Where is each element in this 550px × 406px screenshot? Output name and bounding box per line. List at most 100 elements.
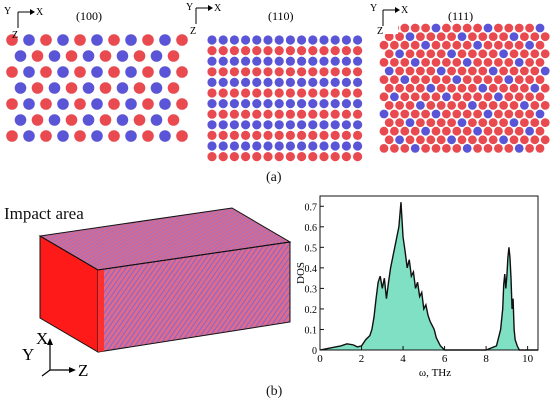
lattice-111-atoms <box>379 23 550 153</box>
atom <box>341 99 351 109</box>
atom <box>384 32 394 41</box>
atom <box>473 40 482 50</box>
atom <box>285 46 295 56</box>
atom <box>379 92 389 102</box>
atom <box>416 101 425 110</box>
lattice-110-x-label: X <box>214 3 222 14</box>
atom <box>473 126 482 136</box>
atom <box>442 40 451 50</box>
atom <box>400 144 410 153</box>
atom <box>6 130 18 142</box>
atom <box>252 77 262 87</box>
atom <box>462 58 472 67</box>
atom <box>99 50 112 62</box>
atom <box>400 40 410 50</box>
atom <box>447 101 456 110</box>
impact-area-label: Impact area <box>4 204 84 223</box>
atom <box>452 92 462 102</box>
atom <box>384 66 394 76</box>
atom <box>353 46 363 56</box>
lattice-110-atoms <box>207 35 363 162</box>
atom <box>457 49 467 59</box>
atom <box>285 152 295 162</box>
atom <box>525 75 534 84</box>
atom <box>379 144 389 153</box>
atom <box>436 83 446 93</box>
atom <box>457 32 467 41</box>
atom <box>57 66 69 78</box>
lattice-111: Y X Z (111) <box>368 2 550 153</box>
atom <box>395 32 404 41</box>
lattice-111-y-label: Y <box>370 3 377 14</box>
atom <box>252 120 262 130</box>
atom <box>431 40 441 50</box>
atom <box>452 40 462 50</box>
atom <box>341 141 351 151</box>
atom <box>447 32 456 41</box>
atom <box>14 50 27 62</box>
atom <box>207 99 217 109</box>
atom <box>353 88 363 98</box>
atom <box>218 67 228 77</box>
atom <box>341 46 351 56</box>
atom <box>330 56 340 66</box>
atom <box>530 118 540 127</box>
atom <box>405 101 415 110</box>
atom <box>535 23 545 33</box>
atom <box>319 120 329 130</box>
atom <box>263 67 273 77</box>
atom <box>379 58 389 67</box>
atom <box>494 23 503 33</box>
atom <box>330 88 340 98</box>
atom <box>108 130 120 142</box>
atom <box>263 120 273 130</box>
atom <box>442 109 451 119</box>
atom <box>341 67 351 77</box>
atom <box>319 99 329 109</box>
atom <box>478 135 488 145</box>
atom <box>297 99 307 109</box>
atom <box>478 83 488 93</box>
atom <box>241 56 251 66</box>
atom <box>241 120 251 130</box>
atom <box>462 126 472 136</box>
lattice-100-y-label: Y <box>4 6 11 17</box>
dos-line <box>319 202 538 351</box>
atom <box>514 40 524 50</box>
atom <box>125 66 137 78</box>
atom <box>421 75 430 84</box>
atom <box>308 67 318 77</box>
atom <box>125 34 137 46</box>
atom <box>525 144 534 153</box>
atom <box>509 49 519 59</box>
atom <box>229 99 239 109</box>
atom <box>499 118 508 127</box>
atom <box>150 50 163 62</box>
atom <box>74 34 86 46</box>
atom <box>297 56 307 66</box>
atom <box>462 40 472 50</box>
atom <box>207 46 217 56</box>
atom <box>478 101 488 110</box>
plot-frame <box>319 195 539 351</box>
atom <box>330 77 340 87</box>
atom <box>442 92 451 102</box>
atom <box>410 40 420 50</box>
atom <box>514 109 524 119</box>
atom <box>494 126 503 136</box>
atom <box>405 32 415 41</box>
atom <box>452 58 462 67</box>
atom <box>447 118 456 127</box>
atom <box>229 88 239 98</box>
atom <box>416 32 425 41</box>
atom <box>431 144 441 153</box>
atom <box>504 109 514 119</box>
atom <box>478 49 488 59</box>
y-tick-label: 0.7 <box>305 202 318 213</box>
atom <box>308 109 318 119</box>
atom <box>384 118 394 127</box>
atom <box>514 126 524 136</box>
atom <box>142 98 154 110</box>
atom <box>535 58 545 67</box>
atom <box>509 66 519 76</box>
